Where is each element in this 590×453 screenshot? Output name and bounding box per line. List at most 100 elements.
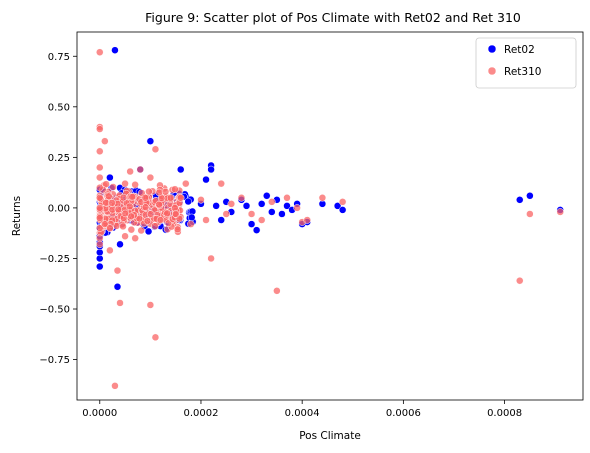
- x-tick-label: 0.0004: [285, 408, 320, 419]
- point-ret310: [135, 214, 144, 223]
- point-ret02: [207, 165, 215, 174]
- point-ret310: [151, 333, 160, 342]
- point-ret310: [146, 301, 155, 309]
- point-ret02: [96, 262, 104, 271]
- point-ret02: [212, 202, 220, 210]
- y-axis: 0.75 0.50 0.25 0.00 −0.25 −0.50 −0.75: [39, 52, 77, 366]
- point-ret310: [126, 167, 134, 176]
- legend-label-ret02: Ret02: [504, 44, 535, 56]
- point-ret310: [556, 208, 564, 216]
- point-ret310: [127, 225, 136, 234]
- point-ret02: [247, 220, 256, 228]
- point-ret310: [227, 200, 236, 208]
- point-ret310: [202, 216, 210, 224]
- x-axis-label: Pos Climate: [299, 430, 361, 442]
- point-ret310: [109, 183, 117, 191]
- point-ret310: [119, 222, 127, 231]
- point-ret310: [119, 193, 128, 202]
- point-ret310: [222, 210, 231, 218]
- y-tick-label: −0.50: [39, 305, 70, 316]
- point-ret310: [197, 196, 205, 204]
- point-ret02: [263, 192, 271, 200]
- point-ret310: [96, 163, 104, 172]
- point-ret02: [184, 197, 192, 206]
- point-ret310: [121, 209, 130, 218]
- point-ret310: [161, 187, 170, 196]
- point-ret310: [145, 187, 153, 196]
- point-ret310: [176, 194, 185, 202]
- point-ret310: [105, 192, 113, 201]
- point-ret310: [96, 173, 104, 182]
- x-tick-label: 0.0000: [82, 408, 117, 419]
- legend-box: [475, 37, 577, 89]
- point-ret02: [257, 200, 266, 208]
- point-ret310: [268, 198, 276, 206]
- point-ret310: [96, 194, 104, 202]
- point-ret310: [516, 276, 524, 285]
- point-ret02: [146, 137, 155, 145]
- point-ret02: [278, 210, 286, 218]
- point-ret02: [144, 227, 153, 236]
- point-ret02: [106, 173, 114, 182]
- point-ret310: [155, 188, 163, 197]
- point-ret310: [121, 232, 129, 240]
- point-ret310: [283, 194, 291, 202]
- point-ret310: [128, 193, 136, 201]
- point-ret310: [151, 145, 160, 154]
- point-ret310: [102, 180, 110, 188]
- x-tick-label: 0.0006: [386, 408, 421, 419]
- point-ret310: [318, 194, 327, 202]
- point-ret310: [273, 287, 281, 295]
- legend-marker-ret02: [487, 44, 497, 54]
- point-ret02: [516, 196, 524, 204]
- point-ret310: [146, 173, 155, 182]
- point-ret310: [303, 216, 311, 224]
- point-ret02: [111, 46, 119, 54]
- point-ret02: [252, 226, 261, 234]
- y-tick-label: 0.75: [48, 52, 70, 63]
- point-ret310: [111, 382, 119, 390]
- point-ret310: [96, 214, 104, 222]
- point-ret02: [202, 175, 210, 184]
- point-ret310: [143, 217, 152, 225]
- point-ret310: [96, 204, 104, 212]
- point-ret02: [283, 202, 291, 210]
- point-ret310: [293, 204, 301, 212]
- point-ret310: [96, 48, 104, 56]
- chart-title: Figure 9: Scatter plot of Pos Climate wi…: [145, 10, 521, 25]
- point-ret310: [257, 216, 266, 224]
- point-ret310: [151, 222, 159, 230]
- point-ret310: [156, 216, 165, 224]
- point-ret02: [116, 240, 124, 249]
- point-ret02: [187, 213, 196, 222]
- point-ret310: [113, 266, 122, 275]
- point-ret310: [96, 183, 104, 192]
- point-ret02: [526, 192, 534, 200]
- point-ret310: [217, 179, 225, 188]
- point-ret310: [247, 210, 256, 218]
- point-ret310: [108, 199, 116, 207]
- point-ret310: [526, 210, 534, 218]
- y-tick-label: −0.75: [39, 355, 70, 366]
- data-points: [96, 46, 564, 390]
- point-ret310: [125, 202, 134, 211]
- legend-label-ret310: Ret310: [504, 66, 541, 78]
- point-ret310: [141, 203, 150, 211]
- point-ret310: [136, 165, 144, 174]
- point-ret310: [131, 180, 139, 189]
- point-ret02: [242, 202, 251, 210]
- x-tick-label: 0.0008: [487, 408, 522, 419]
- point-ret02: [268, 208, 276, 216]
- point-ret310: [146, 210, 155, 218]
- point-ret310: [96, 125, 104, 133]
- point-ret310: [106, 224, 114, 232]
- x-tick-label: 0.0002: [183, 408, 218, 419]
- y-tick-label: 0.50: [48, 102, 70, 113]
- point-ret310: [182, 179, 190, 188]
- point-ret310: [338, 198, 347, 206]
- point-ret310: [131, 234, 139, 242]
- point-ret310: [171, 185, 179, 193]
- point-ret310: [137, 226, 145, 235]
- point-ret310: [187, 220, 195, 228]
